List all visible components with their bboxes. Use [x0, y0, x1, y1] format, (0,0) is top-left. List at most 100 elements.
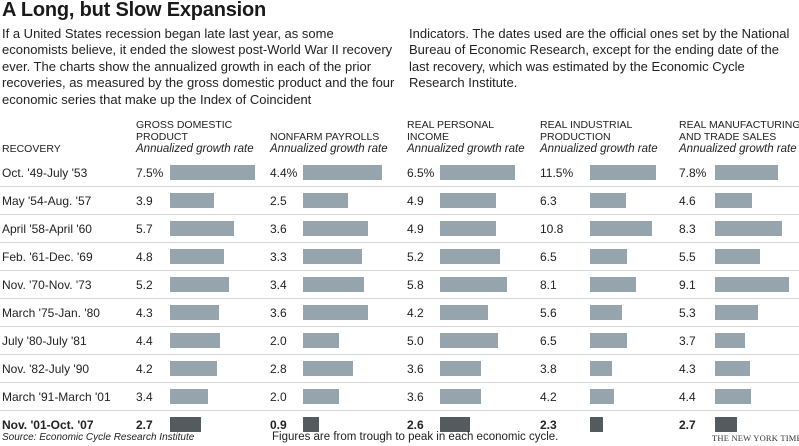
bar	[440, 277, 507, 292]
bar	[170, 165, 255, 180]
bar	[440, 361, 481, 376]
value-label: 3.6	[407, 362, 424, 376]
column-header-label: PRODUCTION	[540, 131, 611, 143]
value-label: 4.2	[136, 362, 153, 376]
value-label: 4.2	[407, 306, 424, 320]
bar	[715, 193, 752, 208]
bar	[303, 193, 348, 208]
footnote: Figures are from trough to peak in each …	[272, 431, 559, 443]
column-subtitle: Annualized growth rate	[679, 143, 797, 155]
credit-line: THE NEW YORK TIMES	[712, 433, 799, 443]
value-label: 3.3	[270, 250, 287, 264]
bar	[440, 417, 470, 432]
value-label: 11.5%	[540, 166, 574, 180]
column-header-label: PRODUCT	[136, 131, 188, 143]
value-label: 2.5	[270, 194, 287, 208]
bar	[170, 221, 234, 236]
bar	[715, 389, 751, 404]
bar	[715, 165, 778, 180]
row-label: March '91-March '01	[2, 390, 111, 404]
row-label: April '58-April '60	[2, 222, 92, 236]
value-label: 2.0	[270, 334, 287, 348]
row-divider	[0, 410, 799, 411]
bar	[590, 361, 612, 376]
bar	[170, 389, 208, 404]
row-divider	[0, 298, 799, 299]
intro-text-right: Indicators. The dates used are the offic…	[409, 26, 790, 91]
intro-text-left: If a United States recession began late …	[2, 26, 395, 107]
value-label: 2.6	[407, 418, 424, 432]
bar	[715, 249, 760, 264]
bar	[590, 165, 656, 180]
bar	[303, 277, 364, 292]
value-label: 3.4	[270, 278, 287, 292]
value-label: 7.5%	[136, 166, 164, 180]
bar	[715, 277, 789, 292]
bar	[440, 165, 515, 180]
value-label: 2.7	[136, 418, 153, 432]
bar	[440, 389, 481, 404]
value-label: 5.2	[407, 250, 424, 264]
bar	[303, 165, 382, 180]
bar	[170, 361, 217, 376]
value-label: 4.2	[540, 390, 557, 404]
bar	[303, 389, 339, 404]
bar	[170, 333, 220, 348]
bar	[590, 277, 636, 292]
value-label: 7.8%	[679, 166, 707, 180]
bar	[715, 221, 782, 236]
value-label: 4.9	[407, 222, 424, 236]
row-label: July '80-July '81	[2, 334, 87, 348]
row-label: March '75-Jan. '80	[2, 306, 100, 320]
value-label: 4.6	[679, 194, 696, 208]
bar	[590, 305, 622, 320]
value-label: 9.1	[679, 278, 696, 292]
bar	[303, 221, 368, 236]
value-label: 8.3	[679, 222, 696, 236]
value-label: 5.6	[540, 306, 557, 320]
value-label: 3.6	[270, 222, 287, 236]
column-header-label: REAL INDUSTRIAL	[540, 119, 633, 131]
row-label: Feb. '61-Dec. '69	[2, 250, 93, 264]
bar	[715, 417, 737, 432]
bar	[303, 305, 368, 320]
row-divider	[0, 214, 799, 215]
value-label: 3.8	[540, 362, 557, 376]
bar	[440, 333, 498, 348]
bar	[590, 221, 652, 236]
bar	[440, 249, 500, 264]
value-label: 2.7	[679, 418, 696, 432]
page-title: A Long, but Slow Expansion	[2, 0, 267, 21]
bar	[170, 305, 219, 320]
column-header-label: GROSS DOMESTIC	[136, 119, 233, 131]
bar	[170, 249, 224, 264]
bar	[590, 417, 603, 432]
bar	[170, 277, 229, 292]
bar	[590, 193, 626, 208]
value-label: 5.3	[679, 306, 696, 320]
value-label: 5.5	[679, 250, 696, 264]
bar	[303, 361, 353, 376]
value-label: 4.3	[136, 306, 153, 320]
bar	[590, 333, 627, 348]
bar	[303, 333, 339, 348]
value-label: 3.7	[679, 334, 696, 348]
value-label: 10.8	[540, 222, 564, 236]
bar	[440, 305, 488, 320]
value-label: 6.5	[540, 250, 557, 264]
row-label: Nov. '01-Oct. '07	[2, 418, 94, 432]
value-label: 3.4	[136, 390, 153, 404]
value-label: 4.4	[136, 334, 153, 348]
row-divider	[0, 270, 799, 271]
source-note: Source: Economic Cycle Research Institut…	[2, 432, 195, 443]
value-label: 3.6	[407, 390, 424, 404]
bar	[440, 221, 496, 236]
column-subtitle: Annualized growth rate	[270, 143, 388, 155]
row-divider	[0, 242, 799, 243]
row-label: May '54-Aug. '57	[2, 194, 92, 208]
bar	[715, 361, 750, 376]
value-label: 2.3	[540, 418, 557, 432]
bar	[440, 193, 496, 208]
column-subtitle: Annualized growth rate	[136, 143, 254, 155]
value-label: 6.3	[540, 194, 557, 208]
